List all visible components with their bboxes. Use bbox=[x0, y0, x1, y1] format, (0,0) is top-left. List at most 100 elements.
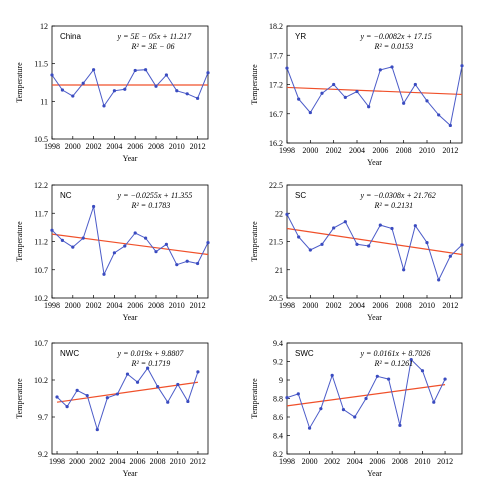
data-point bbox=[125, 372, 130, 376]
x-tick-label: 2000 bbox=[302, 146, 318, 155]
data-point bbox=[81, 81, 85, 85]
data-point bbox=[364, 396, 368, 401]
x-tick-label: 2010 bbox=[170, 457, 186, 466]
data-point bbox=[60, 88, 64, 92]
x-tick-label: 2008 bbox=[148, 301, 164, 310]
y-tick-label: 8.8 bbox=[273, 395, 283, 404]
x-tick-label: 1998 bbox=[279, 301, 295, 310]
plot-frame bbox=[51, 342, 209, 455]
data-point bbox=[133, 231, 137, 235]
x-tick-label: 2004 bbox=[347, 457, 363, 466]
panel-title: NWC bbox=[60, 349, 79, 358]
x-tick-label: 2006 bbox=[127, 301, 143, 310]
trend-line bbox=[286, 227, 463, 256]
data-point bbox=[115, 392, 120, 396]
y-tick-label: 17.7 bbox=[269, 51, 283, 60]
x-tick-label: 2000 bbox=[302, 457, 318, 466]
r-squared-label: R² = 3E − 06 bbox=[131, 42, 175, 51]
data-point bbox=[154, 250, 158, 254]
x-tick-label: 2004 bbox=[349, 301, 365, 310]
data-point bbox=[135, 380, 140, 384]
y-tick-label: 21.5 bbox=[269, 238, 283, 247]
y-tick-label: 9.2 bbox=[38, 450, 48, 459]
data-point bbox=[112, 251, 116, 255]
data-point bbox=[156, 385, 160, 389]
chart-panel-yr: 16.2 16.7 17.2 17.7 18.2 1998 2000 2002 2004 2006… bbox=[250, 22, 464, 167]
data-point bbox=[285, 212, 289, 216]
y-axis-label: Temperature bbox=[15, 62, 24, 103]
data-point bbox=[402, 101, 406, 105]
x-tick-label: 2006 bbox=[127, 142, 143, 151]
data-point bbox=[432, 400, 436, 404]
y-tick-label: 22 bbox=[275, 209, 283, 218]
r-squared-label: R² = 0.1783 bbox=[131, 201, 171, 210]
data-point bbox=[437, 113, 441, 117]
data-point bbox=[390, 226, 394, 231]
data-point bbox=[95, 427, 99, 432]
data-point bbox=[332, 226, 336, 230]
data-point bbox=[296, 392, 300, 396]
data-point bbox=[285, 66, 289, 70]
data-point bbox=[413, 224, 417, 228]
r-squared-label: R² = 0.0153 bbox=[374, 42, 414, 51]
data-point bbox=[185, 92, 189, 96]
x-tick-label: 2012 bbox=[190, 301, 206, 310]
data-point bbox=[112, 89, 116, 93]
data-point bbox=[185, 259, 189, 263]
x-tick-label: 2000 bbox=[302, 301, 318, 310]
plot-frame bbox=[51, 184, 209, 299]
x-tick-label: 2004 bbox=[349, 146, 365, 155]
data-point bbox=[367, 105, 371, 109]
x-tick-label: 2002 bbox=[86, 142, 102, 151]
data-point bbox=[341, 408, 346, 412]
y-tick-label: 9 bbox=[279, 376, 283, 385]
chart-panel-swc: 8.2 8.4 8.6 8.8 9 9.2 9.4 1998 2000 2002 2004 2006 2… bbox=[250, 339, 463, 478]
trend-line bbox=[56, 381, 199, 403]
data-point bbox=[460, 64, 464, 68]
data-point bbox=[319, 407, 323, 411]
x-tick-label: 2002 bbox=[324, 457, 340, 466]
x-axis-label: Year bbox=[123, 469, 138, 478]
data-point bbox=[166, 400, 170, 404]
x-tick-label: 2004 bbox=[109, 457, 125, 466]
x-axis-label: Year bbox=[367, 313, 382, 322]
data-point bbox=[378, 68, 382, 72]
chart-panel-china: 10.5 11 11.5 12 1998 2000 2002 2004 2006 2008 2010… bbox=[15, 22, 210, 163]
data-point bbox=[102, 104, 106, 108]
data-point bbox=[398, 423, 402, 427]
r-squared-label: R² = 0.2131 bbox=[374, 201, 414, 210]
data-point bbox=[320, 91, 324, 95]
y-tick-label: 11.5 bbox=[34, 60, 48, 69]
data-point bbox=[378, 223, 382, 227]
y-tick-label: 9.2 bbox=[273, 358, 283, 367]
x-tick-label: 2000 bbox=[65, 142, 81, 151]
data-point bbox=[425, 241, 429, 245]
y-axis-label: Temperature bbox=[15, 378, 24, 419]
y-tick-label: 20.5 bbox=[269, 294, 283, 303]
data-point bbox=[196, 96, 200, 100]
x-tick-label: 2002 bbox=[326, 301, 342, 310]
panel-title: SC bbox=[295, 191, 306, 200]
x-tick-label: 2006 bbox=[372, 146, 388, 155]
data-point bbox=[343, 95, 347, 99]
data-point bbox=[55, 395, 59, 399]
y-tick-label: 12.2 bbox=[34, 181, 48, 190]
trend-line bbox=[286, 86, 463, 96]
data-point bbox=[425, 99, 429, 103]
data-point bbox=[164, 73, 168, 77]
plot-frame bbox=[51, 25, 209, 140]
series-line bbox=[286, 214, 463, 282]
data-point bbox=[81, 236, 85, 240]
x-tick-label: 2004 bbox=[106, 142, 122, 151]
data-point bbox=[50, 228, 54, 232]
x-tick-label: 2012 bbox=[190, 457, 206, 466]
x-axis-label: Year bbox=[123, 154, 138, 163]
data-point bbox=[123, 244, 127, 248]
data-point bbox=[437, 278, 441, 282]
x-tick-label: 2008 bbox=[150, 457, 166, 466]
r-squared-label: R² = 0.1261 bbox=[374, 359, 414, 368]
y-tick-label: 9.4 bbox=[273, 339, 283, 348]
data-point bbox=[367, 244, 371, 248]
data-point bbox=[390, 65, 394, 69]
data-point bbox=[355, 242, 359, 246]
